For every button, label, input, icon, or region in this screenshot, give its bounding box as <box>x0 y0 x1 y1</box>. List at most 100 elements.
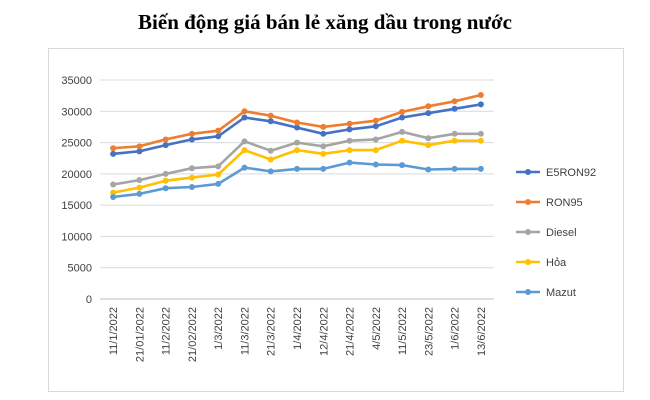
x-tick-label: 21/01/2022 <box>134 307 146 362</box>
x-tick-label: 11/2/2022 <box>161 307 173 355</box>
data-point <box>162 136 169 143</box>
series-group <box>110 92 484 201</box>
data-point <box>425 103 432 110</box>
data-point <box>136 148 143 155</box>
x-tick-label: 1/3/2022 <box>213 307 225 350</box>
data-point <box>215 133 222 140</box>
y-tick-label: 35000 <box>61 75 92 87</box>
data-point <box>267 156 274 163</box>
data-point <box>399 162 406 169</box>
data-point <box>267 112 274 119</box>
x-axis: 11/1/2022 21/01/2022 11/2/2022 21/02/2022 1/… <box>108 307 488 362</box>
data-point <box>215 163 222 170</box>
data-point <box>162 185 169 192</box>
data-point <box>320 143 327 150</box>
data-point <box>188 174 195 181</box>
data-point <box>320 123 327 130</box>
data-point <box>477 137 484 144</box>
x-tick-label: 21/02/2022 <box>187 307 199 362</box>
data-point <box>372 147 379 154</box>
y-tick-label: 0 <box>86 294 92 306</box>
data-point <box>136 190 143 197</box>
data-point <box>451 165 458 172</box>
data-point <box>267 168 274 175</box>
data-point <box>477 92 484 99</box>
data-point <box>215 127 222 134</box>
data-point <box>346 126 353 133</box>
data-point <box>188 165 195 172</box>
x-tick-label: 12/4/2022 <box>318 307 330 356</box>
data-point <box>110 181 117 188</box>
data-point <box>320 150 327 157</box>
data-point <box>215 171 222 178</box>
data-point <box>346 137 353 144</box>
data-point <box>372 161 379 168</box>
data-point <box>372 123 379 130</box>
x-tick-label: 21/3/2022 <box>266 307 278 356</box>
data-point <box>320 165 327 172</box>
data-point <box>294 124 300 131</box>
data-point <box>346 120 353 127</box>
data-point <box>372 117 379 124</box>
legend-marker <box>525 199 531 205</box>
y-tick-label: 15000 <box>61 200 92 212</box>
data-point <box>372 136 379 143</box>
data-point <box>110 145 117 152</box>
data-point <box>294 165 300 172</box>
data-point <box>425 135 432 142</box>
data-point <box>136 143 143 150</box>
legend-marker <box>525 289 531 295</box>
data-point <box>162 142 169 149</box>
data-point <box>346 147 353 154</box>
data-point <box>399 114 406 121</box>
data-point <box>477 165 484 172</box>
data-point <box>399 137 406 144</box>
x-tick-label: 23/5/2022 <box>423 307 435 356</box>
data-point <box>136 184 143 191</box>
y-tick-label: 25000 <box>61 138 92 150</box>
data-point <box>241 108 248 115</box>
data-point <box>425 142 432 149</box>
data-point <box>425 110 432 117</box>
data-point <box>294 119 300 126</box>
data-point <box>110 189 117 196</box>
x-tick-label: 11/1/2022 <box>108 307 120 355</box>
data-point <box>241 114 248 121</box>
data-point <box>267 118 274 125</box>
x-tick-label: 1/6/2022 <box>450 307 462 350</box>
data-point <box>477 130 484 137</box>
data-point <box>399 108 406 115</box>
data-point <box>451 130 458 137</box>
y-axis: 0 5000 10000 15000 20000 25000 30000 35000 <box>61 75 92 306</box>
data-point <box>136 177 143 184</box>
data-point <box>294 147 300 154</box>
data-point <box>346 159 353 166</box>
data-point <box>110 150 117 157</box>
legend-marker <box>525 169 531 175</box>
x-tick-label: 13/6/2022 <box>476 307 488 356</box>
data-point <box>320 130 327 137</box>
data-point <box>477 101 484 108</box>
data-point <box>188 183 195 190</box>
legend-label: Diesel <box>546 227 577 239</box>
legend-marker <box>525 229 531 235</box>
legend: E5RON92 RON95 Diesel Hỏa Mazut <box>516 167 596 299</box>
data-point <box>162 170 169 177</box>
y-tick-label: 20000 <box>61 169 92 181</box>
data-point <box>451 98 458 105</box>
data-point <box>451 105 458 112</box>
data-point <box>294 139 300 146</box>
data-point <box>241 147 248 154</box>
x-tick-label: 11/3/2022 <box>239 307 251 355</box>
y-tick-label: 5000 <box>68 263 92 275</box>
data-point <box>241 164 248 171</box>
data-point <box>162 177 169 184</box>
chart-frame <box>48 48 624 392</box>
x-tick-label: 1/4/2022 <box>292 307 304 350</box>
data-point <box>188 130 195 137</box>
legend-label: Hỏa <box>546 257 567 269</box>
data-point <box>267 147 274 154</box>
legend-label: Mazut <box>546 287 576 299</box>
data-point <box>399 128 406 135</box>
